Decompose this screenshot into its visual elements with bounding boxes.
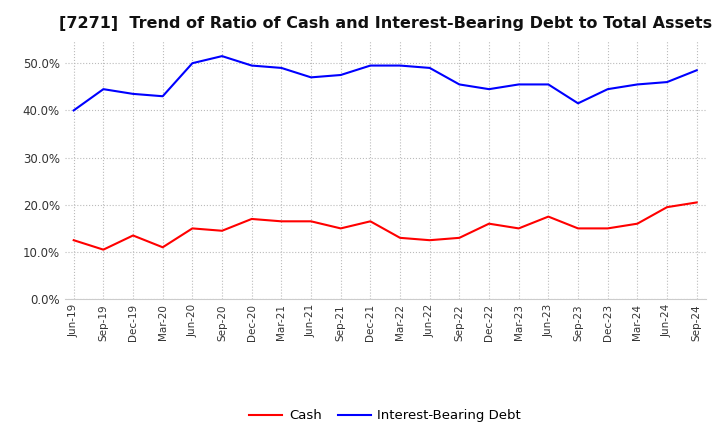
Interest-Bearing Debt [455,82,464,87]
Cash [366,219,374,224]
Interest-Bearing Debt [574,101,582,106]
Line: Interest-Bearing Debt: Interest-Bearing Debt [73,56,697,110]
Interest-Bearing Debt [277,65,286,70]
Cash [158,245,167,250]
Interest-Bearing Debt [217,54,226,59]
Cash [307,219,315,224]
Cash [544,214,553,219]
Interest-Bearing Debt [336,72,345,77]
Cash [129,233,138,238]
Interest-Bearing Debt [514,82,523,87]
Interest-Bearing Debt [544,82,553,87]
Cash [574,226,582,231]
Cash [248,216,256,222]
Cash [693,200,701,205]
Cash [336,226,345,231]
Interest-Bearing Debt [69,108,78,113]
Interest-Bearing Debt [248,63,256,68]
Title: [7271]  Trend of Ratio of Cash and Interest-Bearing Debt to Total Assets: [7271] Trend of Ratio of Cash and Intere… [58,16,712,32]
Interest-Bearing Debt [366,63,374,68]
Interest-Bearing Debt [662,80,671,85]
Interest-Bearing Debt [633,82,642,87]
Cash [188,226,197,231]
Cash [99,247,108,252]
Cash [396,235,405,241]
Interest-Bearing Debt [485,87,493,92]
Interest-Bearing Debt [603,87,612,92]
Cash [514,226,523,231]
Line: Cash: Cash [73,202,697,249]
Legend: Cash, Interest-Bearing Debt: Cash, Interest-Bearing Debt [244,404,526,428]
Interest-Bearing Debt [396,63,405,68]
Interest-Bearing Debt [188,61,197,66]
Interest-Bearing Debt [693,68,701,73]
Cash [485,221,493,226]
Cash [603,226,612,231]
Interest-Bearing Debt [426,65,434,70]
Cash [633,221,642,226]
Interest-Bearing Debt [129,91,138,96]
Cash [69,238,78,243]
Cash [662,205,671,210]
Interest-Bearing Debt [158,94,167,99]
Interest-Bearing Debt [307,75,315,80]
Interest-Bearing Debt [99,87,108,92]
Cash [426,238,434,243]
Cash [277,219,286,224]
Cash [217,228,226,233]
Cash [455,235,464,241]
